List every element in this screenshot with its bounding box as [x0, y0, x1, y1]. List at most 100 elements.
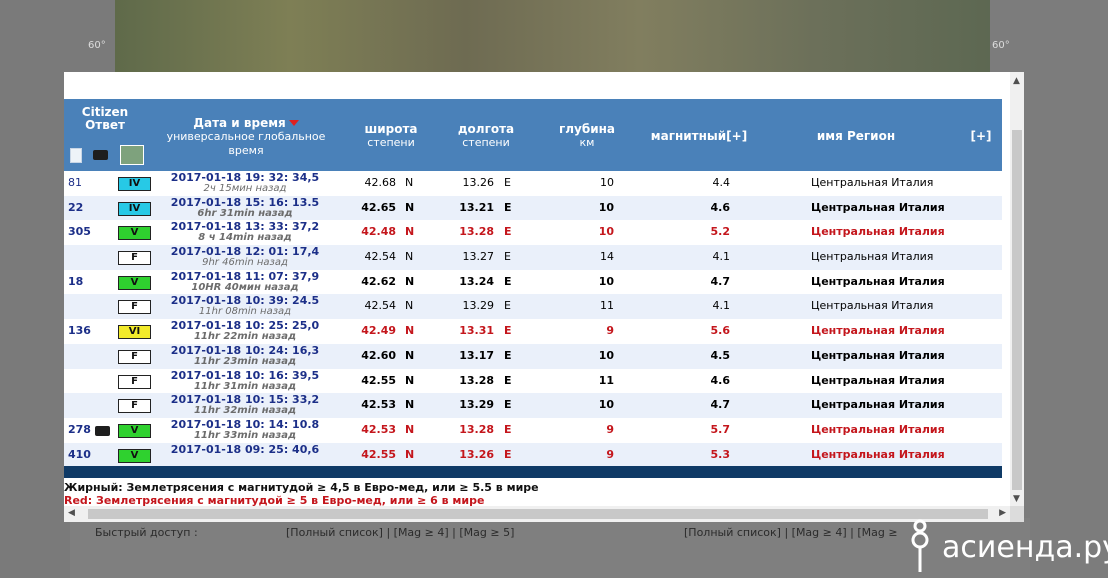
- citizen-response-count[interactable]: 18: [68, 274, 84, 288]
- map-thumbnail-icon[interactable]: [120, 145, 144, 165]
- datetime-cell[interactable]: 2017-01-18 10: 25: 25,0 11hr 22min назад: [162, 320, 328, 342]
- region-name[interactable]: Центральная Италия: [811, 225, 945, 239]
- datetime-value[interactable]: 2017-01-18 10: 25: 25,0: [170, 319, 320, 333]
- datetime-value[interactable]: 2017-01-18 10: 15: 33,2: [170, 393, 320, 407]
- intensity-badge[interactable]: V: [118, 226, 151, 241]
- datetime-value[interactable]: 2017-01-18 19: 32: 34,5: [170, 171, 320, 184]
- magnitude-value: 4.7: [710, 274, 731, 288]
- time-ago: 2ч 15мин назад: [203, 183, 287, 194]
- table-row[interactable]: F 2017-01-18 10: 24: 16,3 11hr 23min назад…: [64, 343, 1002, 369]
- datetime-value[interactable]: 2017-01-18 15: 16: 13.5: [170, 195, 320, 209]
- datetime-cell[interactable]: 2017-01-18 11: 07: 37,9 10HR 40мин назад: [162, 271, 328, 293]
- table-row[interactable]: 136 VI 2017-01-18 10: 25: 25,0 11hr 22min н…: [64, 319, 1002, 344]
- citizen-response-count[interactable]: 81: [68, 176, 82, 189]
- region-header[interactable]: имя Регион: [806, 129, 906, 142]
- citizen-response-count[interactable]: 410: [68, 447, 91, 461]
- datetime-cell[interactable]: 2017-01-18 10: 15: 33,2 11hr 32min назад: [162, 394, 328, 416]
- datetime-value[interactable]: 2017-01-18 09: 25: 40,6: [170, 442, 320, 456]
- longitude-hemisphere: E: [504, 176, 511, 189]
- longitude-header[interactable]: долгота степени: [451, 122, 521, 149]
- sort-desc-icon[interactable]: [288, 119, 299, 126]
- datetime-cell[interactable]: 2017-01-18 10: 39: 24.5 11hr 08min назад: [162, 295, 328, 317]
- region-name[interactable]: Центральная Италия: [811, 422, 945, 436]
- depth-value: 9: [606, 324, 614, 338]
- table-row[interactable]: 18 V 2017-01-18 11: 07: 37,9 10HR 40мин наз…: [64, 270, 1002, 295]
- intensity-badge[interactable]: V: [118, 448, 151, 463]
- intensity-badge[interactable]: VI: [118, 325, 151, 340]
- region-name[interactable]: Центральная Италия: [811, 324, 945, 338]
- camera-icon[interactable]: [93, 150, 108, 160]
- horizontal-scrollbar[interactable]: ◀ ▶: [64, 506, 1010, 522]
- camera-icon[interactable]: [95, 425, 110, 436]
- region-name[interactable]: Центральная Италия: [811, 250, 934, 264]
- quick-links-right[interactable]: [Полный список] | [Mag ≥ 4] | [Mag ≥: [684, 526, 898, 539]
- citizen-response-count[interactable]: 278: [68, 422, 91, 436]
- magnitude-header[interactable]: магнитный[+]: [639, 129, 759, 142]
- datetime-cell[interactable]: 2017-01-18 19: 32: 34,5 2ч 15мин назад: [162, 172, 328, 194]
- intensity-badge[interactable]: IV: [118, 177, 151, 191]
- latitude-hemisphere: N: [405, 225, 415, 239]
- datetime-header[interactable]: Дата и время универсальное глобальное вр…: [160, 116, 332, 157]
- latitude-hemisphere: N: [405, 250, 414, 264]
- intensity-badge[interactable]: F: [118, 251, 151, 266]
- region-name[interactable]: Центральная Италия: [811, 299, 934, 313]
- magnitude-value: 4.7: [710, 398, 731, 412]
- datetime-cell[interactable]: 2017-01-18 09: 25: 40,6: [162, 444, 328, 455]
- region-name[interactable]: Центральная Италия: [811, 274, 945, 288]
- citizen-response-count[interactable]: 305: [68, 225, 91, 239]
- datetime-cell[interactable]: 2017-01-18 10: 16: 39,5 11hr 31min назад: [162, 370, 328, 392]
- longitude-value: 13.17: [459, 348, 494, 362]
- scroll-up-arrow-icon[interactable]: ▲: [1013, 76, 1020, 86]
- datetime-value[interactable]: 2017-01-18 10: 16: 39,5: [170, 368, 320, 382]
- datetime-value[interactable]: 2017-01-18 13: 33: 37,2: [170, 220, 320, 234]
- datetime-value[interactable]: 2017-01-18 10: 14: 10.8: [170, 417, 320, 431]
- table-row[interactable]: F 2017-01-18 12: 01: 17,4 9hr 46min назад 4…: [64, 245, 1002, 270]
- table-row[interactable]: 305 V 2017-01-18 13: 33: 37,2 8 ч 14min наз…: [64, 220, 1002, 245]
- table-row[interactable]: F 2017-01-18 10: 16: 39,5 11hr 31min назад…: [64, 369, 1002, 394]
- vertical-scrollbar[interactable]: ▲ ▼: [1010, 72, 1024, 506]
- datetime-cell[interactable]: 2017-01-18 10: 24: 16,3 11hr 23min назад: [162, 345, 328, 367]
- scroll-right-arrow-icon[interactable]: ▶: [999, 508, 1006, 518]
- latitude-header[interactable]: широта степени: [356, 122, 426, 149]
- intensity-badge[interactable]: F: [118, 374, 151, 389]
- table-row[interactable]: F 2017-01-18 10: 39: 24.5 11hr 08min назад…: [64, 294, 1002, 320]
- region-name[interactable]: Центральная Италия: [811, 176, 934, 189]
- table-row[interactable]: 81 IV 2017-01-18 19: 32: 34,5 2ч 15мин наза…: [64, 171, 1002, 196]
- datetime-cell[interactable]: 2017-01-18 15: 16: 13.5 6hr 31min назад: [162, 197, 328, 219]
- longitude-hemisphere: E: [504, 348, 512, 362]
- datetime-value[interactable]: 2017-01-18 11: 07: 37,9: [170, 269, 320, 283]
- intensity-badge[interactable]: V: [118, 423, 151, 438]
- intensity-badge[interactable]: F: [118, 300, 151, 315]
- datetime-title: Дата и время: [193, 116, 286, 130]
- depth-header[interactable]: глубина км: [552, 122, 622, 149]
- datetime-value[interactable]: 2017-01-18 10: 24: 16,3: [170, 343, 320, 357]
- expand-columns-button[interactable]: [+]: [964, 129, 998, 142]
- datetime-cell[interactable]: 2017-01-18 12: 01: 17,4 9hr 46min назад: [162, 246, 328, 268]
- region-name[interactable]: Центральная Италия: [811, 200, 945, 214]
- intensity-badge[interactable]: F: [118, 399, 151, 414]
- intensity-badge[interactable]: IV: [118, 201, 151, 216]
- region-name[interactable]: Центральная Италия: [811, 348, 945, 362]
- horizontal-scroll-thumb[interactable]: [88, 509, 988, 519]
- region-name[interactable]: Центральная Италия: [811, 447, 945, 461]
- table-row[interactable]: F 2017-01-18 10: 15: 33,2 11hr 32min назад…: [64, 393, 1002, 418]
- scroll-down-arrow-icon[interactable]: ▼: [1013, 494, 1020, 504]
- datetime-cell[interactable]: 2017-01-18 10: 14: 10.8 11hr 33min назад: [162, 419, 328, 441]
- intensity-badge[interactable]: F: [118, 349, 151, 364]
- intensity-badge[interactable]: V: [118, 275, 151, 290]
- scroll-left-arrow-icon[interactable]: ◀: [68, 508, 75, 518]
- region-name[interactable]: Центральная Италия: [811, 398, 945, 412]
- document-icon[interactable]: [70, 148, 82, 163]
- vertical-scroll-thumb[interactable]: [1012, 130, 1022, 490]
- table-row[interactable]: 22 IV 2017-01-18 15: 16: 13.5 6hr 31min наз…: [64, 195, 1002, 221]
- datetime-value[interactable]: 2017-01-18 12: 01: 17,4: [170, 245, 320, 259]
- datetime-value[interactable]: 2017-01-18 10: 39: 24.5: [170, 294, 320, 308]
- table-row[interactable]: 410 V 2017-01-18 09: 25: 40,6 42.55 N 13.26 E 9…: [64, 442, 1002, 468]
- citizen-response-count[interactable]: 136: [68, 324, 91, 338]
- citizen-response-count[interactable]: 22: [68, 200, 84, 214]
- quick-links-left[interactable]: [Полный список] | [Mag ≥ 4] | [Mag ≥ 5]: [286, 526, 515, 539]
- magnitude-value: 4.1: [712, 299, 731, 313]
- table-row[interactable]: 278 V 2017-01-18 10: 14: 10.8 11hr 33min на…: [64, 418, 1002, 443]
- region-name[interactable]: Центральная Италия: [811, 373, 945, 387]
- datetime-cell[interactable]: 2017-01-18 13: 33: 37,2 8 ч 14min назад: [162, 221, 328, 243]
